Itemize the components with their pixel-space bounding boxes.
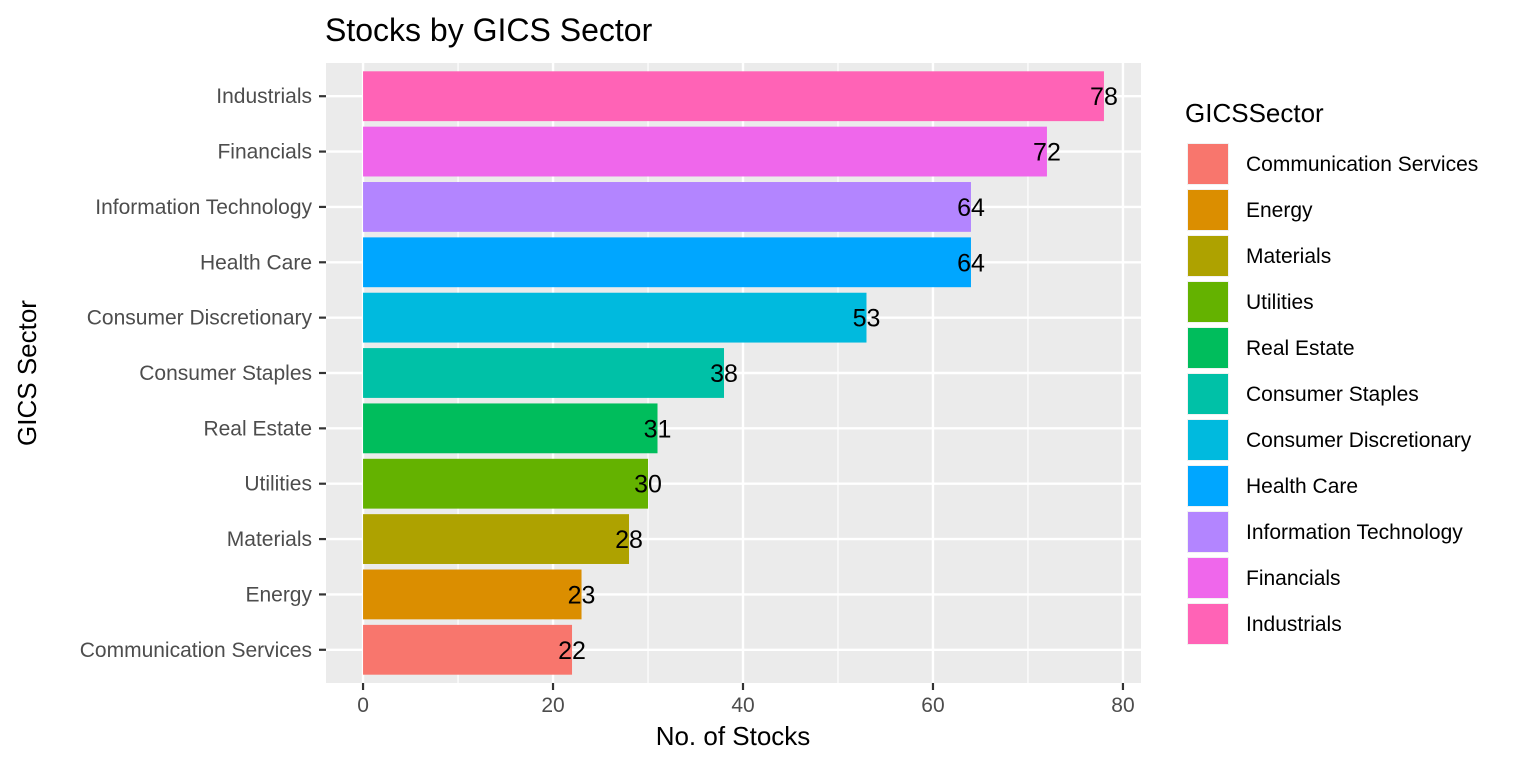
y-axis-title: GICS Sector bbox=[12, 300, 42, 446]
bar-value-label: 22 bbox=[558, 637, 586, 665]
legend-label: Consumer Staples bbox=[1246, 383, 1419, 406]
y-tick-label: Consumer Staples bbox=[139, 362, 312, 385]
y-tick-label: Information Technology bbox=[95, 196, 312, 219]
legend-swatch bbox=[1188, 282, 1228, 322]
bar-value-label: 64 bbox=[957, 194, 985, 222]
legend-title: GICSSector bbox=[1185, 98, 1324, 128]
bar-value-label: 72 bbox=[1033, 139, 1061, 167]
legend-swatch bbox=[1188, 328, 1228, 368]
bar bbox=[363, 348, 725, 398]
y-tick-label: Industrials bbox=[216, 85, 312, 108]
legend-label: Materials bbox=[1246, 245, 1331, 268]
legend-label: Health Care bbox=[1246, 475, 1358, 498]
data-labels: 22 23 28 30 31 38 53 64 64 72 78 bbox=[558, 83, 1118, 665]
bar bbox=[363, 126, 1047, 177]
x-tick-label: 60 bbox=[921, 694, 944, 717]
chart-title: Stocks by GICS Sector bbox=[325, 12, 653, 48]
legend-swatch bbox=[1188, 374, 1228, 414]
bar-value-label: 31 bbox=[644, 415, 672, 443]
bar-value-label: 64 bbox=[957, 249, 985, 277]
legend-swatch bbox=[1188, 558, 1228, 598]
bars bbox=[363, 71, 1104, 675]
bar bbox=[363, 182, 971, 232]
legend-label: Energy bbox=[1246, 199, 1313, 222]
x-axis-title: No. of Stocks bbox=[656, 721, 811, 751]
y-tick-label: Real Estate bbox=[203, 417, 312, 440]
y-tick-label: Materials bbox=[227, 528, 312, 551]
bar bbox=[363, 237, 971, 288]
y-tick-label: Utilities bbox=[244, 473, 312, 496]
x-tick-label: 20 bbox=[541, 694, 564, 717]
legend-label: Industrials bbox=[1246, 613, 1342, 636]
y-axis: Communication Services Energy Materials Uti… bbox=[80, 85, 326, 662]
bar-value-label: 38 bbox=[710, 360, 738, 388]
legend-swatch bbox=[1188, 466, 1228, 506]
legend-label: Financials bbox=[1246, 567, 1341, 590]
bar bbox=[363, 71, 1104, 122]
legend-swatch bbox=[1188, 512, 1228, 552]
bar bbox=[363, 514, 630, 564]
y-tick-label: Communication Services bbox=[80, 639, 312, 662]
y-tick-label: Energy bbox=[245, 583, 312, 606]
bar bbox=[363, 569, 582, 620]
y-tick-label: Health Care bbox=[200, 251, 312, 274]
legend-label: Information Technology bbox=[1246, 521, 1463, 544]
legend-label: Consumer Discretionary bbox=[1246, 429, 1472, 452]
bar-value-label: 28 bbox=[615, 526, 643, 554]
legend-swatch bbox=[1188, 144, 1228, 184]
legend-label: Utilities bbox=[1246, 291, 1314, 314]
y-tick-label: Financials bbox=[217, 141, 312, 164]
bar bbox=[363, 292, 867, 343]
legend-items: Communication Services Energy Materials Uti… bbox=[1187, 143, 1478, 645]
x-tick-label: 80 bbox=[1111, 694, 1134, 717]
bar-value-label: 23 bbox=[568, 581, 596, 609]
bar bbox=[363, 624, 573, 675]
x-tick-label: 40 bbox=[731, 694, 754, 717]
x-axis: 0 20 40 60 80 bbox=[357, 683, 1135, 717]
bar-value-label: 30 bbox=[634, 471, 662, 499]
bar-value-label: 53 bbox=[853, 305, 881, 333]
legend-swatch bbox=[1188, 604, 1228, 644]
legend-swatch bbox=[1188, 190, 1228, 230]
bar bbox=[363, 403, 658, 454]
bar-value-label: 78 bbox=[1090, 83, 1118, 111]
legend: GICSSector Communication Services Energy M… bbox=[1185, 98, 1478, 645]
bar bbox=[363, 458, 649, 509]
x-tick-label: 0 bbox=[357, 694, 369, 717]
legend-swatch bbox=[1188, 236, 1228, 276]
legend-label: Communication Services bbox=[1246, 153, 1478, 176]
y-tick-label: Consumer Discretionary bbox=[87, 307, 313, 330]
legend-label: Real Estate bbox=[1246, 337, 1355, 360]
legend-swatch bbox=[1188, 420, 1228, 460]
